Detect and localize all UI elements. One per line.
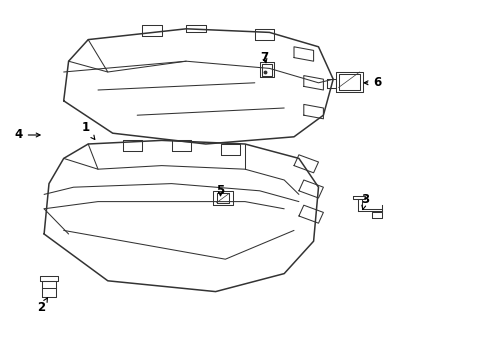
Text: 3: 3	[361, 193, 369, 210]
Text: 7: 7	[261, 51, 269, 64]
Text: 5: 5	[217, 184, 224, 197]
Text: 4: 4	[15, 129, 40, 141]
Text: 2: 2	[38, 298, 48, 314]
Text: 1: 1	[82, 121, 95, 139]
Text: 6: 6	[364, 76, 381, 89]
